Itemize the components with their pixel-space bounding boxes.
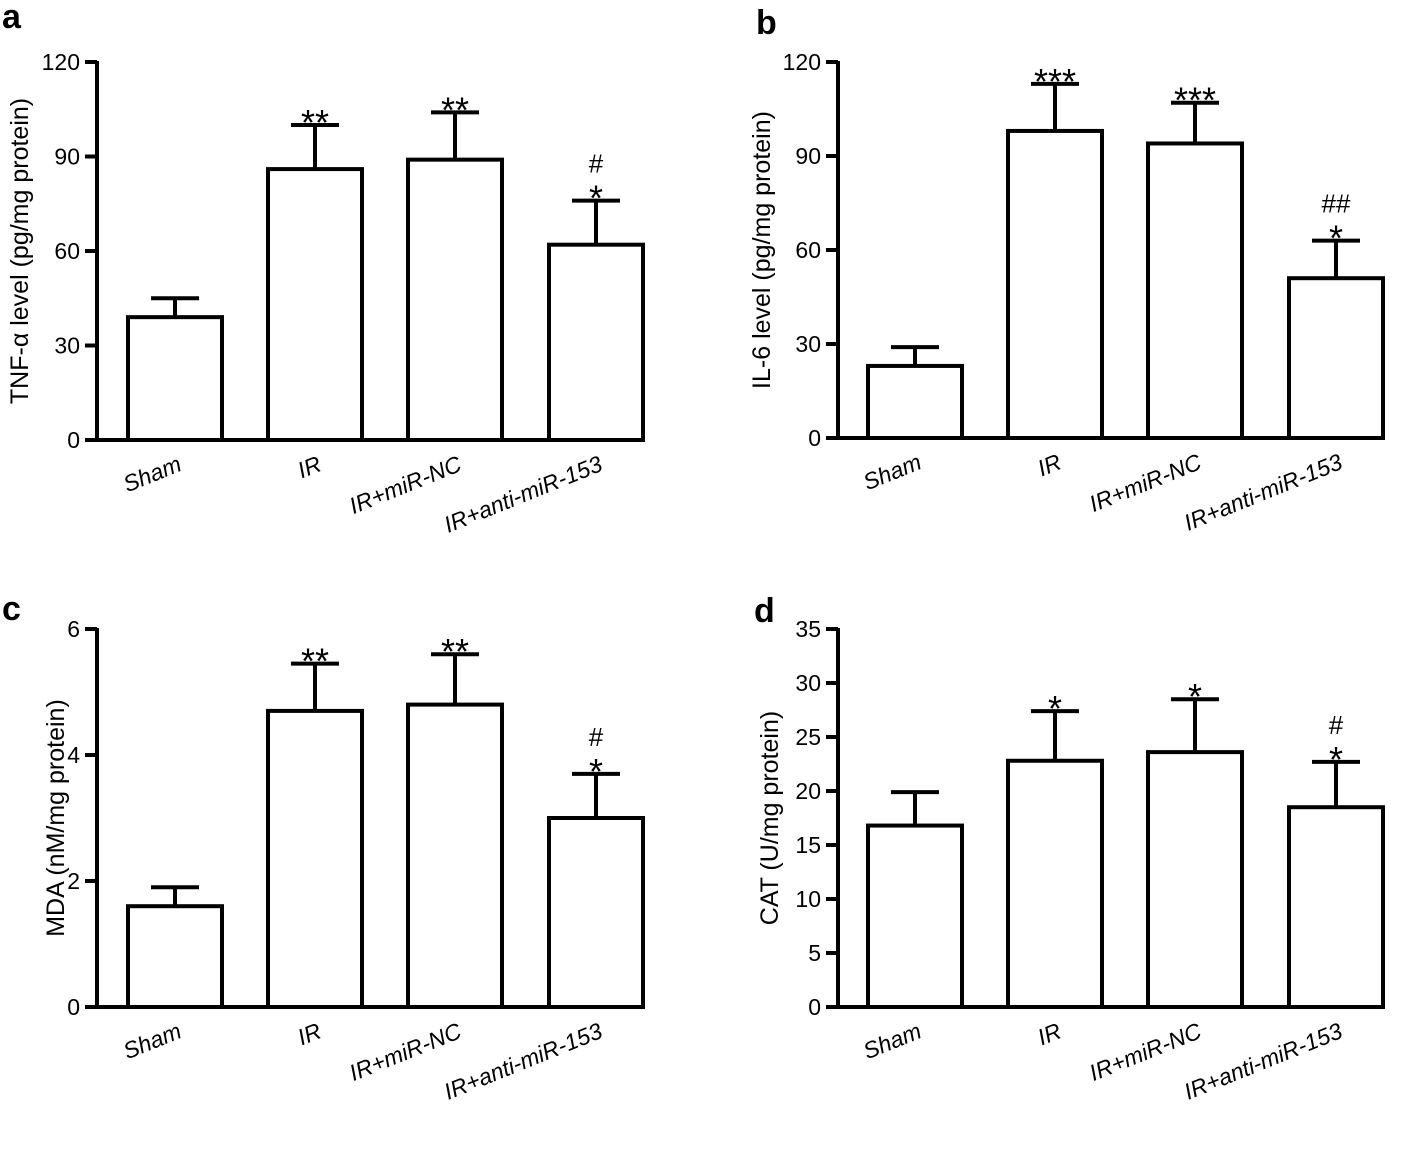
x-category-label: IR: [1034, 449, 1065, 482]
significance-star: ***: [1034, 61, 1076, 102]
panel-letter: b: [756, 4, 777, 42]
y-tick-label: 30: [795, 331, 821, 357]
significance-star: *: [1329, 218, 1343, 259]
y-tick-label: 2: [67, 868, 80, 894]
panel-d: d 0 5 10 15 20 25 30 35 CAT (U/mg protein) Sham * IR…: [754, 592, 1385, 1105]
y-tick-label: 20: [795, 778, 821, 804]
y-axis-title: MDA (nM/mg protein): [42, 699, 70, 937]
y-tick-label: 60: [795, 237, 821, 263]
significance-star: *: [1048, 688, 1062, 729]
significance-hash: ##: [1322, 189, 1351, 219]
significance-star: **: [301, 641, 329, 682]
y-tick-label: 0: [67, 994, 80, 1020]
significance-hash: #: [1329, 710, 1344, 740]
x-category-label: IR+anti-miR-153: [440, 450, 606, 537]
panel-c: c 0 2 4 6 MDA (nM/mg protein) Sham ** IR ** IR+miR…: [2, 590, 645, 1105]
significance-star: *: [1329, 739, 1343, 780]
x-category-label: IR+anti-miR-153: [1180, 1017, 1346, 1104]
x-category-label: Sham: [859, 449, 924, 496]
bar: [266, 167, 364, 442]
x-category-label: IR+anti-miR-153: [1180, 448, 1346, 535]
y-tick-label: 15: [795, 832, 821, 858]
y-axis-title: IL-6 level (pg/mg protein): [748, 111, 776, 389]
bar: [547, 816, 645, 1009]
significance-hash: #: [589, 149, 604, 179]
x-category-label: IR+miR-NC: [1086, 1017, 1206, 1086]
x-category-label: IR: [294, 1018, 325, 1051]
bar: [266, 708, 364, 1010]
panel-a: a 0 30 60 90 120 TNF-α level (pg/mg protein) Sh…: [2, 0, 645, 538]
y-tick-label: 5: [808, 940, 821, 966]
y-tick-label: 0: [67, 427, 80, 453]
panel-b: b 0 30 60 90 120 IL-6 level (pg/mg protein) Sha…: [748, 4, 1385, 536]
bar: [866, 823, 964, 1009]
y-tick-label: 25: [795, 724, 821, 750]
significance-hash: #: [589, 722, 604, 752]
y-tick-label: 0: [808, 994, 821, 1020]
bar: [866, 363, 964, 440]
y-tick-label: 10: [795, 886, 821, 912]
panel-letter: c: [2, 590, 21, 628]
y-tick-label: 0: [808, 425, 821, 451]
y-tick-label: 120: [42, 49, 80, 75]
significance-star: **: [441, 89, 469, 130]
x-category-label: IR: [294, 451, 325, 484]
significance-star: **: [301, 102, 329, 143]
bar: [1287, 276, 1385, 441]
bar: [126, 904, 224, 1010]
x-category-label: IR+miR-NC: [1086, 448, 1206, 517]
y-tick-label: 30: [795, 670, 821, 696]
y-axis-title: TNF-α level (pg/mg protein): [6, 98, 34, 404]
x-category-label: IR+anti-miR-153: [440, 1017, 606, 1104]
y-axis-title: CAT (U/mg protein): [756, 711, 784, 925]
x-category-label: IR: [1034, 1018, 1065, 1051]
y-tick-label: 90: [795, 143, 821, 169]
y-tick-label: 35: [795, 616, 821, 642]
bar: [1146, 750, 1244, 1009]
x-category-label: Sham: [859, 1018, 924, 1065]
x-category-label: IR+miR-NC: [346, 450, 466, 519]
x-category-label: Sham: [119, 1018, 184, 1065]
panel-letter: d: [754, 592, 775, 630]
y-tick-label: 60: [54, 238, 80, 264]
x-category-label: IR+miR-NC: [346, 1017, 466, 1086]
bar: [1006, 758, 1104, 1010]
bar: [547, 242, 645, 442]
significance-star: ***: [1174, 80, 1216, 121]
bar: [1006, 128, 1104, 441]
x-category-label: Sham: [119, 451, 184, 498]
y-tick-label: 30: [54, 333, 80, 359]
y-tick-label: 90: [54, 144, 80, 170]
bar: [406, 157, 504, 442]
bar: [1146, 141, 1244, 440]
y-tick-label: 120: [783, 49, 821, 75]
bar: [126, 315, 224, 442]
significance-star: *: [589, 178, 603, 219]
y-tick-label: 4: [67, 742, 80, 768]
significance-star: *: [1188, 676, 1202, 717]
y-tick-label: 6: [67, 616, 80, 642]
panel-letter: a: [2, 0, 22, 36]
bar: [1287, 805, 1385, 1010]
significance-star: *: [589, 751, 603, 792]
bar: [406, 702, 504, 1009]
significance-star: **: [441, 631, 469, 672]
